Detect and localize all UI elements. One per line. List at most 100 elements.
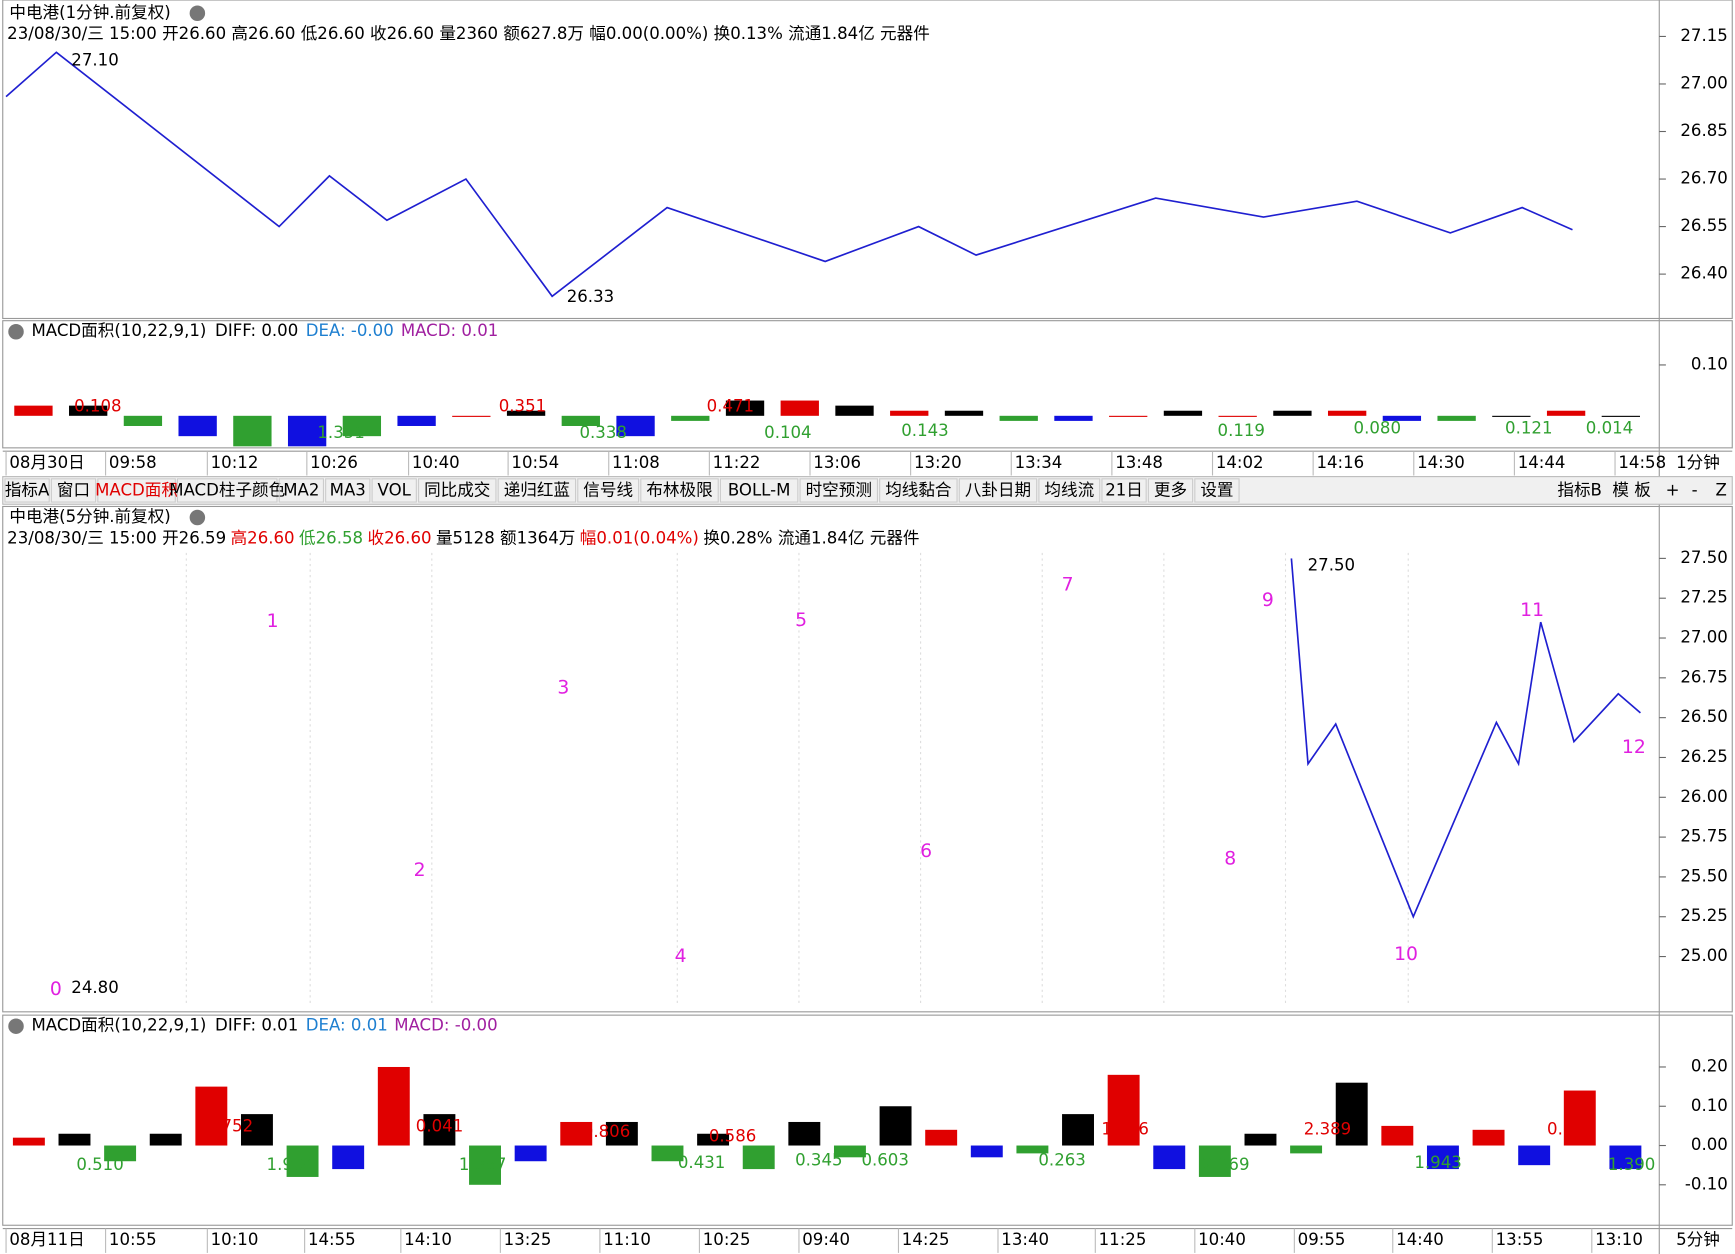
toolbar-button[interactable] [640, 478, 719, 503]
toolbar-button-label[interactable]: 信号线 [583, 480, 633, 499]
macd-value: MACD: 0.01 [401, 321, 498, 340]
x-tick-label: 13:10 [1595, 1230, 1643, 1249]
high-label: 27.50 [1308, 556, 1355, 575]
toolbar-button-label[interactable]: MACD柱子颜色 [169, 480, 285, 499]
macd-bar [195, 1086, 228, 1146]
macd-bar [1062, 1114, 1094, 1146]
quote-info-part: 收26.60 [368, 528, 432, 547]
collapse-icon[interactable] [8, 324, 24, 340]
quote-info-part: 低26.58 [299, 528, 363, 547]
zigzag-line [1290, 558, 1641, 919]
toolbar-button-label[interactable]: + [1666, 480, 1680, 499]
macd-area-label: 0.338 [579, 423, 626, 442]
collapse-icon[interactable] [8, 1018, 24, 1034]
toolbar-button[interactable] [417, 478, 497, 503]
toolbar-button-label[interactable]: MA2 [283, 480, 319, 499]
macd-bar [560, 1121, 593, 1146]
period-label[interactable]: 1分钟 [1676, 453, 1720, 472]
toolbar-button-label[interactable]: MA3 [330, 480, 366, 499]
x-tick-label: 14:10 [404, 1230, 452, 1249]
toolbar-button[interactable] [879, 478, 958, 503]
toolbar-button[interactable] [97, 478, 176, 503]
macd-bar [788, 1121, 821, 1146]
macd-area-label: 0.431 [678, 1153, 725, 1172]
x-tick-label: 11:08 [612, 453, 660, 472]
high-label: 27.10 [71, 50, 118, 69]
macd-area-label: 1.357 [459, 1155, 506, 1174]
toolbar-button-label[interactable]: 指标A [5, 480, 50, 499]
y-tick-label: 27.15 [1680, 26, 1727, 45]
toolbar-button-label[interactable]: 时空预测 [806, 480, 872, 499]
y-tick-label: 26.00 [1680, 787, 1727, 806]
toolbar-button[interactable] [1038, 478, 1101, 503]
macd-bar [397, 415, 436, 426]
toolbar-button-label[interactable]: 布林极限 [646, 480, 712, 499]
toolbar-button-label[interactable]: - [1692, 480, 1698, 499]
quote-info-part: 幅0.01(0.04%) [580, 528, 699, 547]
macd-bar [1218, 415, 1257, 417]
macd-bar [835, 405, 874, 416]
toolbar-button[interactable] [278, 478, 324, 503]
toolbar-button[interactable] [325, 478, 371, 503]
toolbar-button-label[interactable]: MACD面积 [95, 480, 178, 499]
macd-bar [999, 415, 1038, 421]
toolbar-button-label[interactable]: 八卦日期 [965, 480, 1031, 499]
macd-bar [452, 415, 491, 417]
dropdown-icon[interactable] [189, 509, 206, 526]
macd-area-label: 0.121 [1505, 419, 1552, 438]
toolbar [2, 476, 1733, 505]
toolbar-button[interactable] [4, 478, 50, 503]
toolbar-button-label[interactable]: 同比成交 [424, 480, 490, 499]
toolbar-button[interactable] [799, 478, 879, 503]
toolbar-button[interactable] [497, 478, 577, 503]
macd-area-label: 0.143 [901, 421, 948, 440]
toolbar-button-label[interactable]: 均线流 [1044, 480, 1094, 499]
macd-bar [970, 1145, 1003, 1158]
toolbar-button-label[interactable]: 指标B [1557, 480, 1602, 499]
macd-bar [1198, 1145, 1231, 1177]
x-tick-label: 10:54 [511, 453, 559, 472]
toolbar-button-label[interactable]: 设置 [1200, 480, 1233, 499]
toolbar-button[interactable] [719, 478, 799, 503]
x-tick-label: 14:44 [1518, 453, 1566, 472]
toolbar-button-label[interactable]: 递归红蓝 [504, 480, 570, 499]
toolbar-button[interactable] [1101, 478, 1147, 503]
panel-frame [2, 0, 1733, 320]
x-tick-label: 10:40 [412, 453, 460, 472]
toolbar-button[interactable] [1194, 478, 1240, 503]
period-label[interactable]: 5分钟 [1676, 1230, 1720, 1249]
toolbar-button[interactable] [1147, 478, 1194, 503]
toolbar-button[interactable] [50, 478, 97, 503]
macd-bar [14, 405, 53, 416]
toolbar-button-label[interactable]: BOLL-M [728, 480, 791, 499]
x-tick-label: 08月30日 [9, 453, 84, 472]
toolbar-button[interactable] [958, 478, 1038, 503]
dropdown-icon[interactable] [189, 5, 206, 22]
x-tick-label: 13:25 [504, 1230, 552, 1249]
low-label: 24.80 [71, 978, 118, 997]
macd-bar [287, 415, 327, 447]
y-tick-label: 26.75 [1680, 667, 1727, 686]
toolbar-button-label[interactable]: 均线黏合 [885, 480, 952, 499]
y-tick-label: 25.75 [1680, 827, 1727, 846]
toolbar-button-label[interactable]: 模 板 [1612, 480, 1651, 499]
stock-title: 中电港(5分钟.前复权) [9, 507, 170, 526]
y-tick-label: 27.00 [1680, 628, 1727, 647]
toolbar-button-label[interactable]: 窗口 [57, 480, 90, 499]
toolbar-button-label[interactable]: 更多 [1154, 480, 1187, 499]
macd-bar [1563, 1090, 1596, 1146]
toolbar-button-label[interactable]: Z [1716, 480, 1727, 499]
toolbar-button-label[interactable]: 21日 [1105, 480, 1143, 499]
macd-area-label: 0.108 [74, 396, 121, 415]
macd-bar [1107, 1074, 1140, 1146]
wave-number: 2 [414, 860, 426, 881]
toolbar-button[interactable] [176, 478, 278, 503]
toolbar-button-label[interactable]: VOL [378, 480, 412, 499]
macd-bar [506, 410, 546, 416]
toolbar-button[interactable] [577, 478, 640, 503]
macd-bar [605, 1121, 638, 1146]
macd-area-label: 2.389 [1304, 1120, 1351, 1139]
toolbar-button[interactable] [371, 478, 417, 503]
